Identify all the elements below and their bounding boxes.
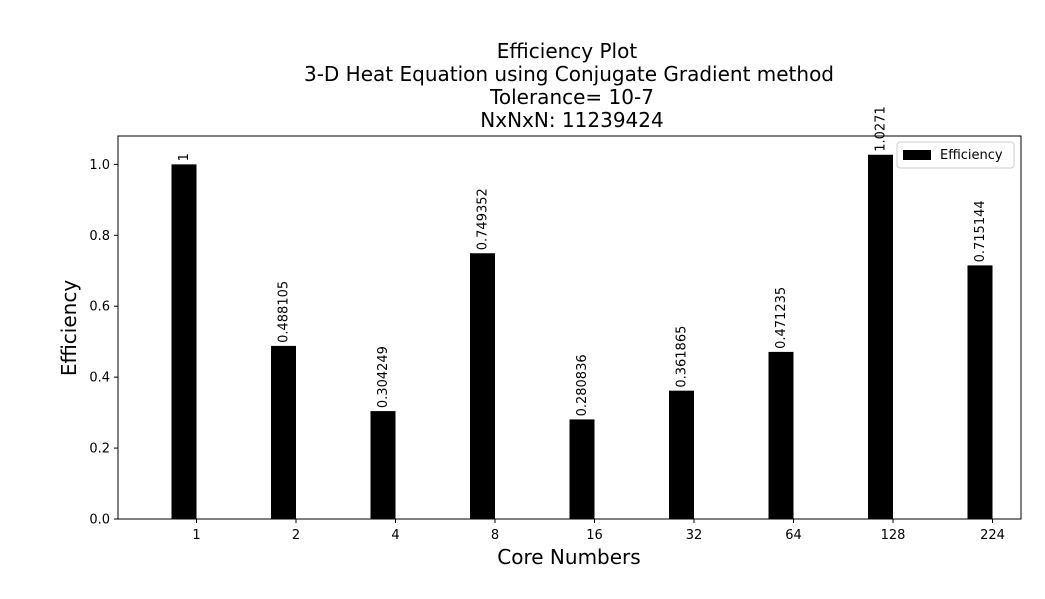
bar-value-label-32: 0.361865: [675, 326, 690, 388]
x-tick-label-1: 1: [192, 528, 200, 543]
y-tick-label-4: 0.8: [89, 229, 110, 244]
y-axis-label: Efficiency: [57, 280, 81, 377]
bar-value-label-1: 1: [177, 153, 192, 161]
x-tick-label-64: 64: [785, 528, 802, 543]
bar-value-label-128: 1.0271: [874, 106, 889, 152]
title-line-1: Efficiency Plot: [497, 39, 638, 63]
y-tick-label-5: 1.0: [89, 158, 110, 173]
bar-value-label-224: 0.715144: [973, 200, 988, 262]
legend-swatch: [903, 150, 931, 160]
title-line-2: 3-D Heat Equation using Conjugate Gradie…: [304, 62, 834, 86]
y-tick-label-0: 0.0: [89, 513, 110, 528]
bar-series: [171, 154, 993, 520]
x-axis-label: Core Numbers: [497, 545, 640, 569]
x-tick-label-4: 4: [391, 528, 399, 543]
legend-frame: [896, 141, 1015, 169]
bar-value-label-16: 0.280836: [575, 354, 590, 416]
x-tick-label-32: 32: [686, 528, 703, 543]
x-tick-label-8: 8: [491, 528, 499, 543]
bar-64: [768, 351, 794, 519]
bar-value-label-4: 0.304249: [376, 346, 391, 408]
legend-label: Efficiency: [940, 148, 1003, 163]
bar-1: [171, 164, 197, 520]
bar-128: [868, 154, 893, 520]
bar-value-label-8: 0.749352: [476, 188, 491, 250]
bar-value-label-64: 0.471235: [774, 287, 789, 349]
x-tick-label-224: 224: [980, 528, 1005, 543]
y-tick-label-1: 0.2: [89, 442, 110, 457]
x-axis-ticks: 1 2 4 8 16 32 64 128 224: [192, 519, 1005, 543]
bar-value-label-2: 0.488105: [277, 281, 292, 343]
bar-4: [370, 411, 396, 519]
bar-data-labels: 1 0.488105 0.304249 0.749352 0.280836 0.36186…: [177, 106, 988, 416]
bar-2: [271, 345, 296, 519]
bar-8: [470, 253, 495, 520]
plot-frame: [117, 135, 1022, 520]
chart-title: Efficiency Plot 3-D Heat Equation using …: [304, 39, 834, 132]
y-tick-label-2: 0.4: [89, 371, 110, 386]
bar-224: [967, 265, 993, 519]
bar-32: [669, 390, 694, 519]
x-tick-label-128: 128: [881, 528, 906, 543]
y-axis-ticks: 0.0 0.2 0.4 0.6 0.8 1.0: [89, 158, 118, 528]
legend: Efficiency: [896, 141, 1015, 169]
x-tick-label-16: 16: [586, 528, 603, 543]
title-line-3: Tolerance= 10-7: [489, 85, 654, 109]
title-line-4: NxNxN: 11239424: [480, 108, 663, 132]
x-tick-label-2: 2: [292, 528, 300, 543]
bar-16: [569, 419, 595, 519]
y-tick-label-3: 0.6: [89, 300, 110, 315]
